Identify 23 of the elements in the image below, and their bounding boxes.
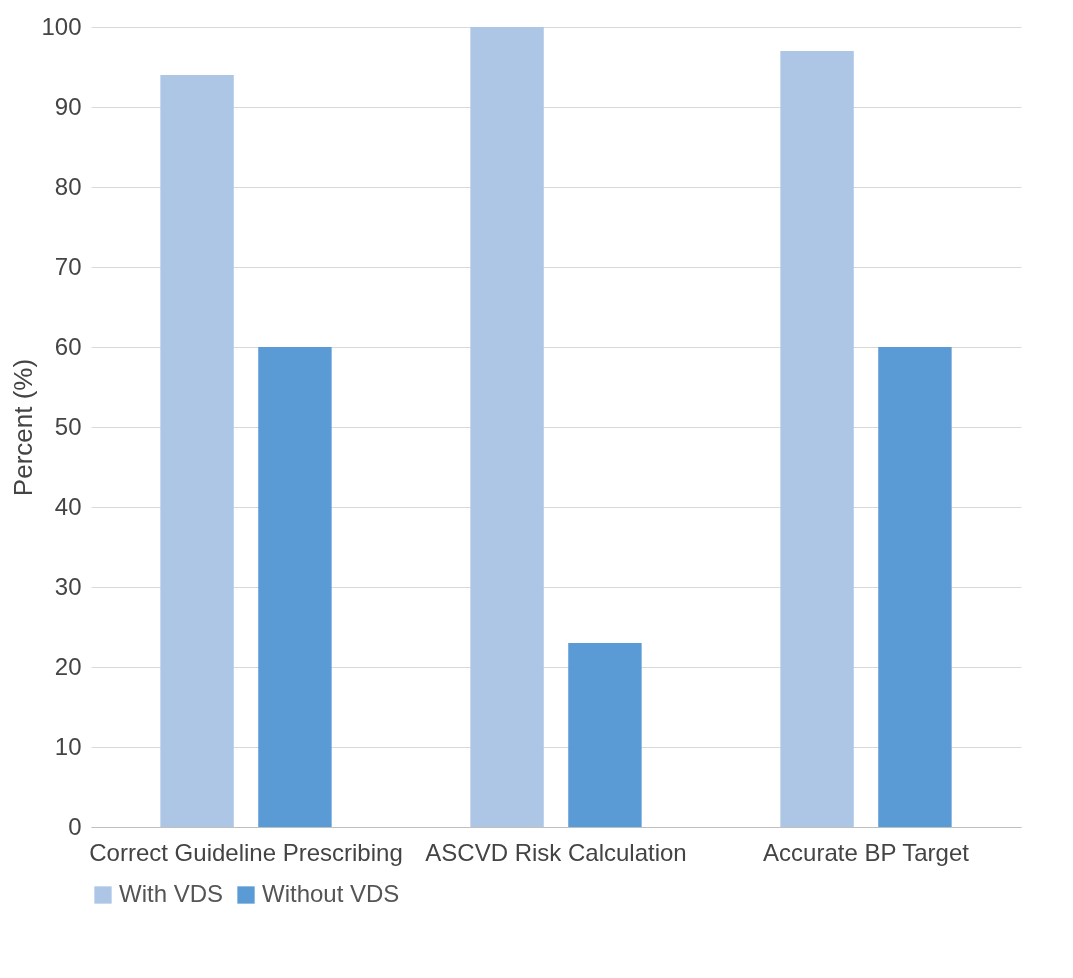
x-tick-label: ASCVD Risk Calculation (425, 838, 687, 866)
bar (878, 347, 952, 827)
y-tick-label: 80 (54, 172, 82, 200)
bar (568, 643, 642, 827)
y-tick-label: 60 (54, 332, 82, 360)
y-tick-label: 30 (54, 572, 82, 600)
y-tick-label: 70 (54, 252, 82, 280)
x-tick-label: Correct Guideline Prescribing (89, 838, 403, 866)
bar (470, 27, 544, 827)
legend-label: Without VDS (262, 880, 400, 907)
legend-label: With VDS (119, 880, 224, 907)
y-tick-label: 40 (54, 492, 82, 520)
y-tick-label: 100 (41, 12, 82, 40)
y-tick-label: 20 (54, 652, 82, 680)
y-tick-label: 10 (54, 732, 82, 760)
y-axis-title: Percent (%) (8, 358, 39, 497)
y-tick-label: 50 (54, 412, 82, 440)
x-tick-label: Accurate BP Target (763, 838, 970, 866)
bar (160, 75, 234, 827)
bar (258, 347, 332, 827)
y-tick-label: 90 (54, 92, 82, 120)
y-tick-label: 0 (68, 812, 82, 840)
bar (780, 51, 854, 827)
